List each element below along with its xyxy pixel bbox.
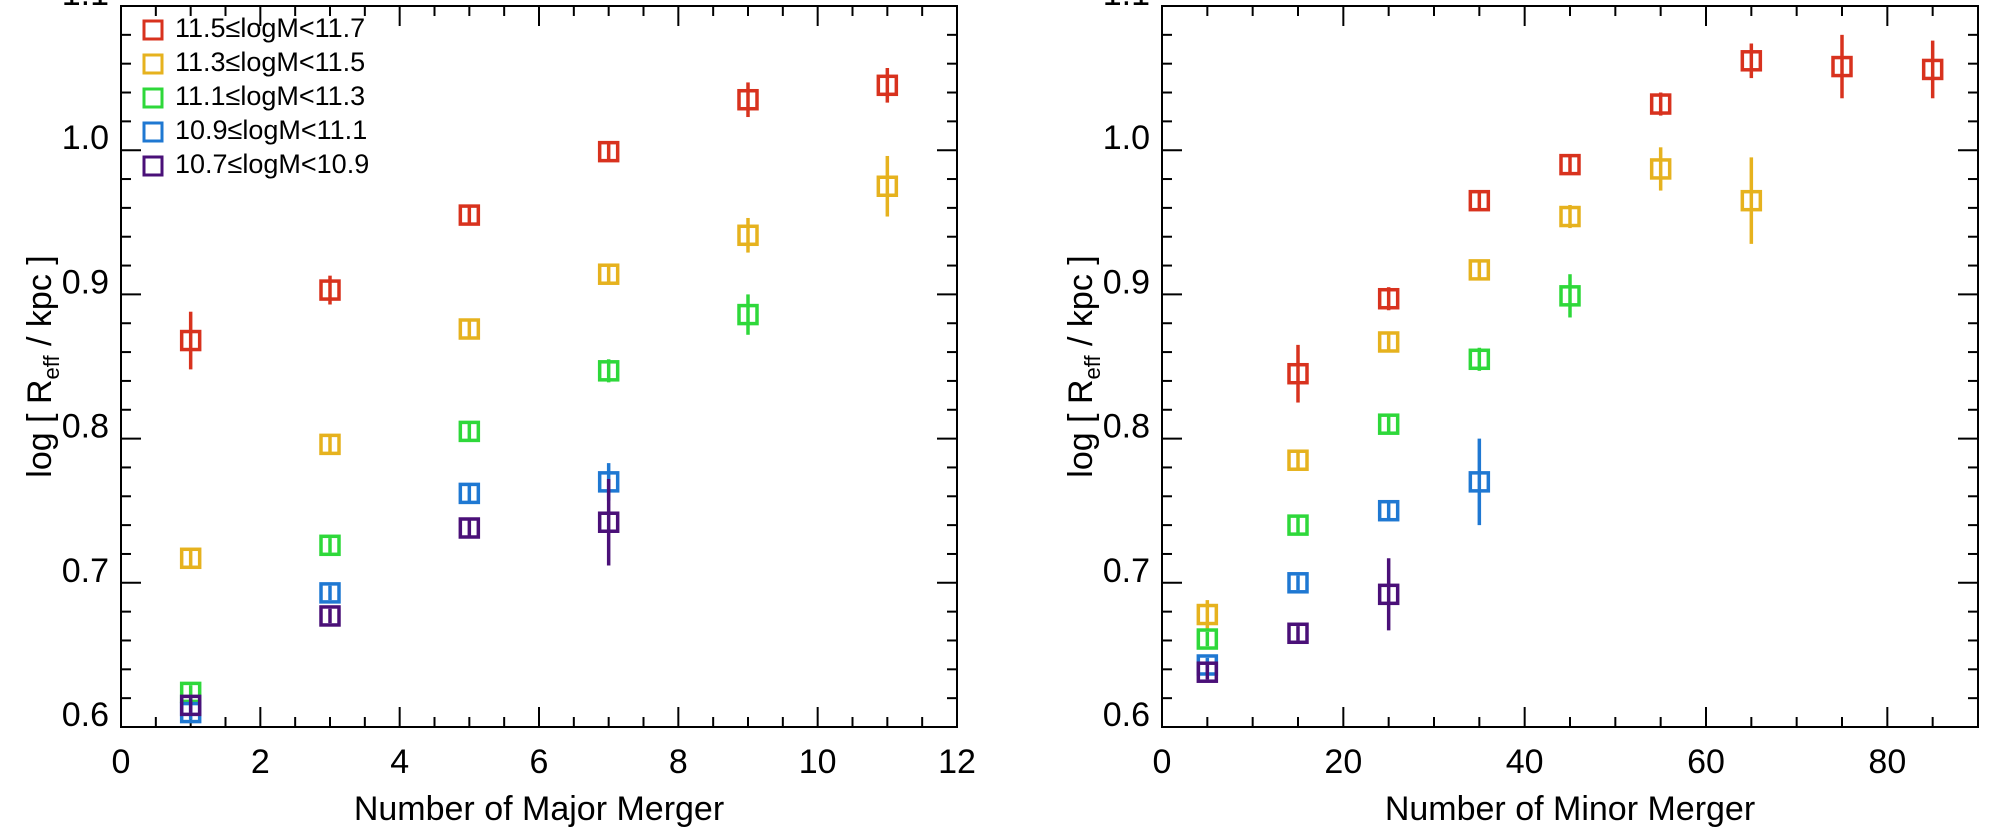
- plot-frame: [1161, 5, 1979, 728]
- x-tick-label: 8: [669, 743, 688, 781]
- y-tick-label: 0.8: [62, 408, 109, 446]
- y-axis-label-main: log [ R: [1062, 379, 1100, 477]
- x-axis-label: Number of Minor Merger: [1385, 790, 1755, 827]
- marker: [179, 329, 202, 352]
- x-axis-label: Number of Major Merger: [354, 790, 724, 827]
- marker: [737, 224, 759, 247]
- legend-label: 11.1≤logM<11.3: [175, 81, 365, 111]
- y-axis-label-sub: eff: [1080, 355, 1105, 380]
- y-tick-label: 1.0: [62, 119, 109, 157]
- marker: [1196, 628, 1219, 650]
- marker: [1377, 499, 1400, 522]
- y-axis-label-main: log [ R: [21, 379, 59, 477]
- y-axis-label-sub: eff: [39, 355, 64, 380]
- marker: [458, 420, 481, 443]
- y-tick-label: 0.6: [62, 696, 109, 734]
- y-tick-label: 0.9: [62, 263, 109, 301]
- marker: [1559, 285, 1581, 307]
- marker: [1649, 93, 1672, 115]
- marker: [1287, 362, 1309, 385]
- marker: [179, 694, 202, 717]
- x-tick-label: 60: [1687, 743, 1725, 781]
- marker: [1831, 55, 1853, 78]
- y-tick-label: 0.7: [62, 552, 109, 590]
- marker: [737, 88, 759, 111]
- marker: [1740, 50, 1763, 72]
- x-tick-label: 0: [1153, 743, 1172, 781]
- x-tick-label: 2: [251, 743, 270, 781]
- legend-swatch: [142, 53, 164, 75]
- marker: [1740, 189, 1763, 212]
- y-tick-label: 1.1: [62, 0, 109, 13]
- marker: [1468, 189, 1491, 212]
- marker: [1196, 603, 1219, 626]
- marker: [1287, 622, 1309, 645]
- marker: [1196, 661, 1219, 683]
- marker: [597, 511, 620, 533]
- marker: [876, 175, 899, 197]
- marker: [1559, 205, 1581, 228]
- marker: [1377, 413, 1400, 435]
- y-tick-label: 0.6: [1103, 696, 1150, 734]
- y-axis-label: log [ Reff / kpc ]: [1062, 255, 1105, 477]
- marker: [1468, 348, 1491, 371]
- marker: [319, 433, 341, 456]
- x-tick-label: 0: [112, 743, 131, 781]
- marker: [597, 263, 620, 285]
- marker: [458, 517, 481, 539]
- marker: [458, 204, 481, 226]
- legend-label: 10.9≤logM<11.1: [175, 115, 367, 145]
- y-tick-label: 0.8: [1103, 408, 1150, 446]
- marker: [319, 534, 341, 557]
- y-axis-label: log [ Reff / kpc ]: [21, 255, 64, 477]
- x-tick-label: 80: [1868, 743, 1906, 781]
- marker: [458, 318, 481, 340]
- marker: [876, 74, 899, 97]
- legend-swatch: [142, 87, 164, 109]
- x-tick-label: 12: [938, 743, 976, 781]
- legend-label: 11.5≤logM<11.7: [175, 13, 365, 43]
- y-tick-label: 0.9: [1103, 263, 1150, 301]
- y-axis-label-rest: / kpc ]: [1062, 255, 1100, 355]
- legend-swatch: [142, 155, 164, 177]
- marker: [319, 605, 341, 627]
- marker: [1377, 287, 1400, 310]
- x-tick-label: 20: [1324, 743, 1362, 781]
- marker: [1921, 58, 1944, 81]
- legend-label: 11.3≤logM<11.5: [175, 47, 365, 77]
- y-tick-label: 0.7: [1103, 552, 1150, 590]
- legend-swatch: [142, 19, 164, 41]
- marker: [1287, 514, 1309, 536]
- marker: [319, 582, 341, 604]
- x-tick-label: 6: [530, 743, 549, 781]
- y-tick-label: 1.1: [1103, 0, 1150, 13]
- marker: [179, 547, 202, 570]
- marker: [319, 279, 341, 301]
- marker: [1377, 583, 1400, 606]
- x-tick-label: 10: [799, 743, 837, 781]
- legend-swatch: [142, 121, 164, 143]
- marker: [597, 360, 620, 382]
- y-tick-label: 1.0: [1103, 119, 1150, 157]
- y-axis-label-rest: / kpc ]: [21, 255, 59, 355]
- marker: [1377, 331, 1400, 353]
- marker: [1559, 153, 1581, 176]
- marker: [1287, 449, 1309, 471]
- marker: [1468, 471, 1491, 493]
- marker: [597, 140, 620, 163]
- marker: [737, 303, 759, 326]
- legend-label: 10.7≤logM<10.9: [175, 149, 369, 179]
- marker: [458, 482, 481, 505]
- marker: [1287, 572, 1309, 594]
- marker: [1468, 259, 1491, 281]
- x-tick-label: 4: [390, 743, 409, 781]
- marker: [1649, 158, 1672, 180]
- x-tick-label: 40: [1506, 743, 1544, 781]
